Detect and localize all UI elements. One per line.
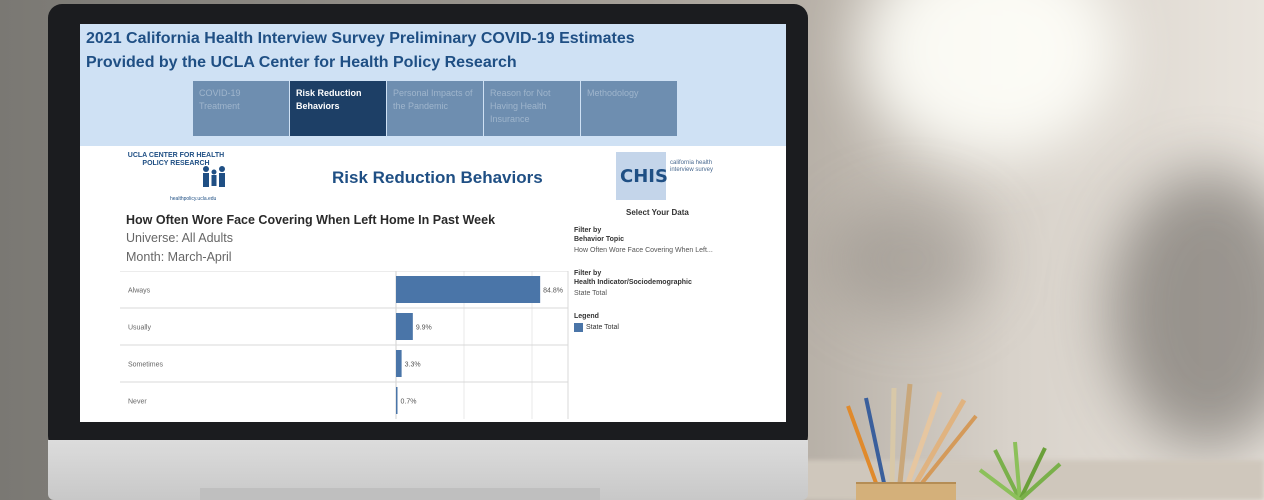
filter-label: Health Indicator/Sociodemographic — [574, 279, 692, 286]
plant-decoration — [978, 441, 1062, 500]
filter-sidebar: Filter by Behavior Topic How Often Wore … — [574, 226, 779, 332]
legend-swatch — [574, 323, 583, 332]
tab-risk-reduction-behaviors[interactable]: Risk Reduction Behaviors — [290, 81, 386, 136]
monitor-stand — [200, 488, 600, 500]
legend-entry-label: State Total — [586, 324, 619, 331]
bar — [396, 276, 541, 303]
tab-bar: COVID-19 Treatment Risk Reduction Behavi… — [193, 81, 678, 136]
chis-logo-subtitle: california health interview survey — [670, 160, 714, 173]
category-label: Sometimes — [128, 362, 164, 369]
behavior-topic-dropdown[interactable]: How Often Wore Face Covering When Left..… — [574, 247, 713, 254]
dashboard-header: 2021 California Health Interview Survey … — [80, 24, 786, 146]
filter-behavior-topic: Filter by Behavior Topic How Often Wore … — [574, 226, 779, 255]
page-heading: Risk Reduction Behaviors — [332, 168, 543, 187]
ucla-logo-url: healthpolicy.ucla.edu — [170, 196, 217, 202]
filter-label: Filter by — [574, 270, 602, 277]
title-line-2: Provided by the UCLA Center for Health P… — [86, 54, 517, 71]
pencils-decoration — [846, 383, 978, 485]
select-data-label: Select Your Data — [626, 208, 689, 217]
background-shadow-blur — [830, 200, 990, 320]
legend: Legend State Total — [574, 312, 779, 332]
tab-reason-not-insured[interactable]: Reason for Not Having Health Insurance — [484, 81, 580, 136]
family-icon — [203, 166, 225, 187]
filter-health-indicator: Filter by Health Indicator/Sociodemograp… — [574, 269, 779, 298]
bar — [396, 313, 413, 340]
filter-label: Behavior Topic — [574, 236, 625, 243]
dashboard-title: 2021 California Health Interview Survey … — [86, 27, 776, 75]
data-label: 3.3% — [405, 362, 421, 369]
bar — [396, 387, 398, 414]
category-label: Never — [128, 399, 147, 406]
tab-covid-19-treatment[interactable]: COVID-19 Treatment — [193, 81, 289, 136]
bar — [396, 350, 402, 377]
chart-month: Month: March-April — [126, 250, 232, 264]
background-light-blur — [860, 0, 1120, 160]
tab-personal-impacts[interactable]: Personal Impacts of the Pandemic — [387, 81, 483, 136]
title-line-1: 2021 California Health Interview Survey … — [86, 30, 635, 47]
health-indicator-dropdown[interactable]: State Total — [574, 290, 607, 297]
data-label: 84.8% — [543, 288, 563, 295]
chart-universe: Universe: All Adults — [126, 231, 233, 245]
filter-label: Filter by — [574, 227, 602, 234]
chis-logo: CHIS california health interview survey — [616, 152, 726, 204]
legend-entry: State Total — [574, 323, 779, 332]
category-label: Always — [128, 288, 151, 295]
data-label: 9.9% — [416, 325, 432, 332]
data-label: 0.7% — [401, 399, 417, 406]
monitor-screen: 2021 California Health Interview Survey … — [80, 24, 786, 422]
legend-title: Legend — [574, 313, 599, 320]
category-label: Usually — [128, 325, 151, 332]
ucla-logo-text: UCLA CENTER FOR HEALTH POLICY RESEARCH — [127, 152, 225, 167]
tab-methodology[interactable]: Methodology — [581, 81, 677, 136]
california-map-icon — [616, 152, 666, 200]
pencil-cup — [856, 482, 956, 500]
ucla-center-logo: UCLA CENTER FOR HEALTH POLICY RESEARCH h… — [120, 152, 232, 210]
background-shadow-blur — [1110, 170, 1264, 450]
chis-logo-word: CHIS — [620, 166, 668, 187]
chart-title: How Often Wore Face Covering When Left H… — [126, 213, 496, 227]
bar-chart: Always 84.8% Usually 9.9% Sometimes 3.3% Never… — [120, 271, 569, 419]
